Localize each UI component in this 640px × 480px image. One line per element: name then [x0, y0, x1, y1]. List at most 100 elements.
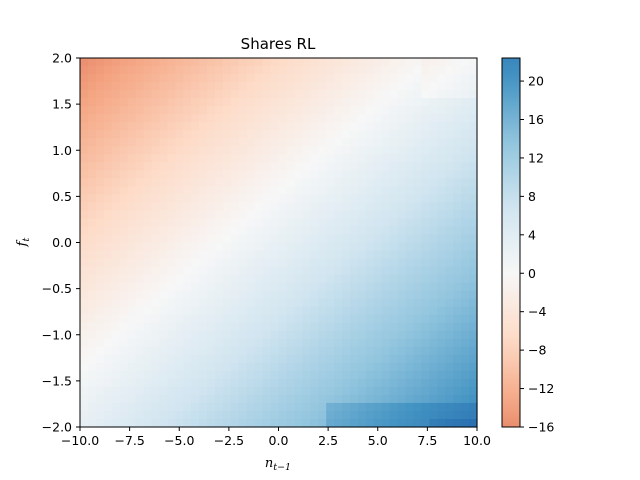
heatmap-cell	[127, 90, 137, 99]
heatmap-cell	[381, 146, 391, 155]
heatmap-cell	[397, 130, 407, 139]
heatmap-cell	[286, 402, 295, 412]
heatmap-cell	[95, 210, 105, 220]
heatmap-cell	[294, 298, 303, 308]
heatmap-cell	[270, 82, 280, 91]
heatmap-cell	[214, 90, 224, 99]
heatmap-cell	[389, 394, 399, 404]
heatmap-cell	[214, 82, 224, 91]
heatmap-cell	[95, 306, 105, 316]
heatmap-cell	[286, 394, 295, 404]
heatmap-cell	[111, 314, 121, 324]
heatmap-cell	[469, 354, 478, 364]
heatmap-cell	[199, 138, 208, 147]
heatmap-cell	[87, 178, 97, 187]
heatmap-cell	[262, 394, 272, 404]
heatmap-cell	[326, 58, 335, 67]
heatmap-cell	[143, 266, 153, 276]
heatmap-cell	[445, 266, 454, 276]
heatmap-cell	[357, 234, 367, 244]
heatmap-cell	[167, 210, 176, 220]
heatmap-cell	[95, 250, 105, 260]
heatmap-cell	[326, 186, 335, 195]
heatmap-cell	[413, 298, 423, 308]
heatmap-cell	[326, 402, 335, 412]
heatmap-cell	[318, 338, 327, 348]
heatmap-cell	[270, 322, 280, 332]
heatmap-cell	[405, 362, 415, 372]
heatmap-cell	[111, 250, 121, 260]
heatmap-cell	[254, 386, 264, 396]
heatmap-cell	[238, 74, 248, 83]
heatmap-cell	[469, 154, 478, 163]
heatmap-cell	[318, 66, 327, 75]
heatmap-cell	[310, 218, 319, 228]
heatmap-cell	[214, 370, 224, 380]
heatmap-cell	[143, 130, 153, 139]
heatmap-cell	[437, 338, 446, 348]
heatmap-cell	[135, 74, 145, 83]
heatmap-cell	[461, 146, 470, 155]
heatmap-cell	[397, 170, 407, 179]
heatmap-cell	[167, 90, 176, 99]
heatmap-cell	[207, 290, 216, 300]
heatmap-cell	[207, 146, 216, 155]
heatmap-cell	[437, 258, 446, 268]
heatmap-cell	[381, 58, 391, 67]
heatmap-cell	[262, 162, 272, 171]
heatmap-cell	[167, 410, 176, 420]
heatmap-cell	[95, 362, 105, 372]
heatmap-cell	[373, 114, 383, 123]
heatmap-cell	[191, 266, 200, 276]
heatmap-cell	[135, 234, 145, 244]
heatmap-cell	[254, 330, 264, 340]
heatmap-cell	[421, 234, 430, 244]
heatmap-cell	[357, 162, 367, 171]
heatmap-cell	[111, 170, 121, 179]
heatmap-cell	[413, 394, 423, 404]
heatmap-cell	[453, 186, 462, 195]
heatmap-cell	[199, 90, 208, 99]
heatmap-cell	[421, 290, 430, 300]
heatmap-cell	[326, 82, 335, 91]
heatmap-cell	[302, 346, 311, 356]
heatmap-cell	[334, 186, 343, 195]
heatmap-cell	[342, 130, 351, 139]
heatmap-cell	[207, 218, 216, 228]
heatmap-cell	[199, 314, 208, 324]
heatmap-cell	[373, 74, 383, 83]
heatmap-cell	[143, 346, 153, 356]
heatmap-cell	[238, 122, 248, 131]
heatmap-cell	[397, 354, 407, 364]
heatmap-cell	[381, 138, 391, 147]
heatmap-cell	[429, 266, 438, 276]
heatmap-cell	[167, 66, 176, 75]
heatmap-cell	[310, 378, 319, 388]
heatmap-cell	[342, 402, 351, 412]
heatmap-cell	[334, 226, 343, 236]
heatmap-cell	[127, 322, 137, 332]
heatmap-cell	[262, 338, 272, 348]
heatmap-cell	[469, 266, 478, 276]
heatmap-cell	[159, 186, 168, 195]
heatmap-cell	[469, 106, 478, 115]
heatmap-cell	[278, 170, 288, 179]
heatmap-cell	[373, 290, 383, 300]
heatmap-cell	[199, 386, 208, 396]
heatmap-cell	[254, 210, 264, 220]
heatmap-cell	[246, 74, 256, 83]
heatmap-cell	[80, 298, 89, 308]
heatmap-cell	[230, 370, 240, 380]
heatmap-cell	[143, 218, 153, 228]
heatmap-cell	[119, 130, 129, 139]
heatmap-cell	[397, 274, 407, 284]
heatmap-cell	[326, 138, 335, 147]
heatmap-cell	[230, 58, 240, 67]
heatmap-cell	[230, 322, 240, 332]
heatmap-cell	[111, 410, 121, 420]
heatmap-cell	[286, 154, 295, 163]
heatmap-cell	[230, 394, 240, 404]
heatmap-cell	[461, 162, 470, 171]
heatmap-cell	[342, 410, 351, 420]
heatmap-cell	[461, 98, 470, 107]
